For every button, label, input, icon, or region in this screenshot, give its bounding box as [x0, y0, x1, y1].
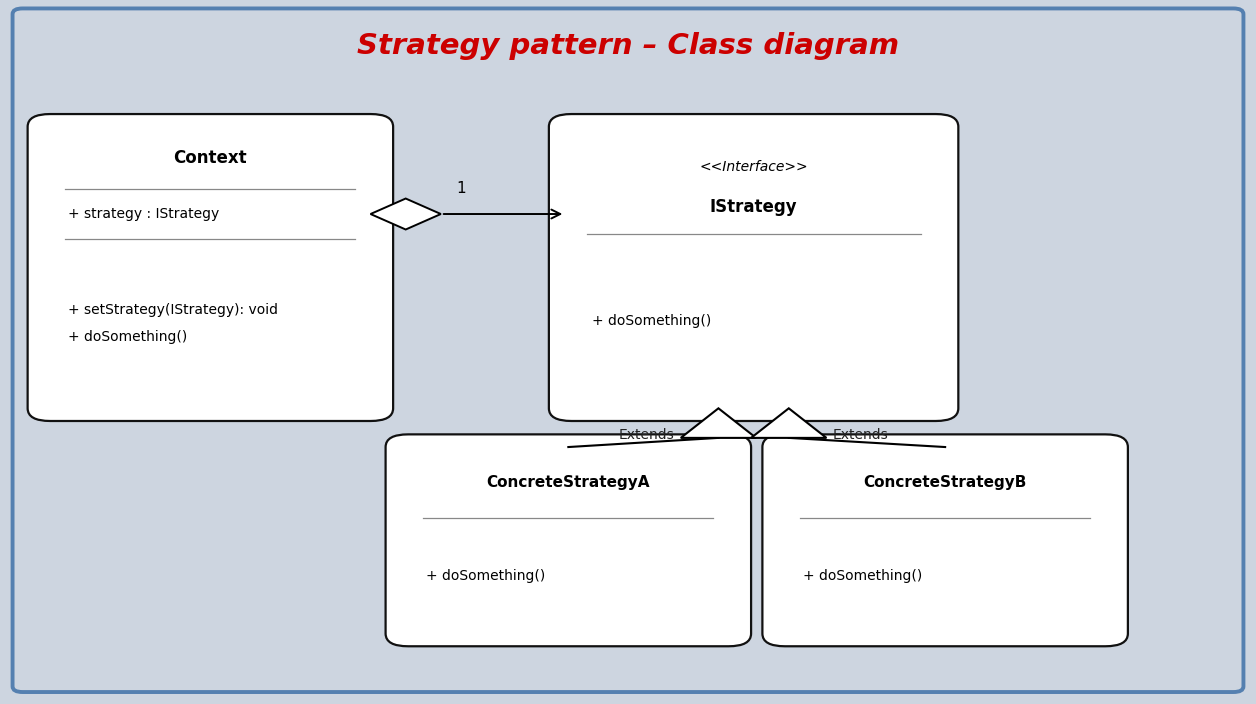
Text: + doSomething(): + doSomething() — [68, 330, 187, 344]
Text: 1: 1 — [456, 182, 466, 196]
Text: Extends: Extends — [833, 429, 888, 442]
Text: ConcreteStrategyB: ConcreteStrategyB — [863, 475, 1027, 490]
Text: <<Interface>>: <<Interface>> — [700, 161, 808, 175]
Text: ConcreteStrategyA: ConcreteStrategyA — [486, 475, 651, 490]
Text: + doSomething(): + doSomething() — [803, 569, 922, 583]
Polygon shape — [681, 408, 756, 438]
Text: IStrategy: IStrategy — [710, 198, 798, 216]
Text: + strategy : IStrategy: + strategy : IStrategy — [68, 207, 219, 221]
FancyBboxPatch shape — [549, 114, 958, 421]
Text: + setStrategy(IStrategy): void: + setStrategy(IStrategy): void — [68, 303, 278, 318]
Polygon shape — [371, 199, 441, 230]
Text: + doSomething(): + doSomething() — [592, 314, 711, 328]
Polygon shape — [751, 408, 826, 438]
Text: Strategy pattern – Class diagram: Strategy pattern – Class diagram — [357, 32, 899, 60]
FancyBboxPatch shape — [386, 434, 751, 646]
Text: Context: Context — [173, 149, 247, 167]
FancyBboxPatch shape — [28, 114, 393, 421]
Text: + doSomething(): + doSomething() — [426, 569, 545, 583]
FancyBboxPatch shape — [762, 434, 1128, 646]
Text: Extends: Extends — [619, 429, 674, 442]
